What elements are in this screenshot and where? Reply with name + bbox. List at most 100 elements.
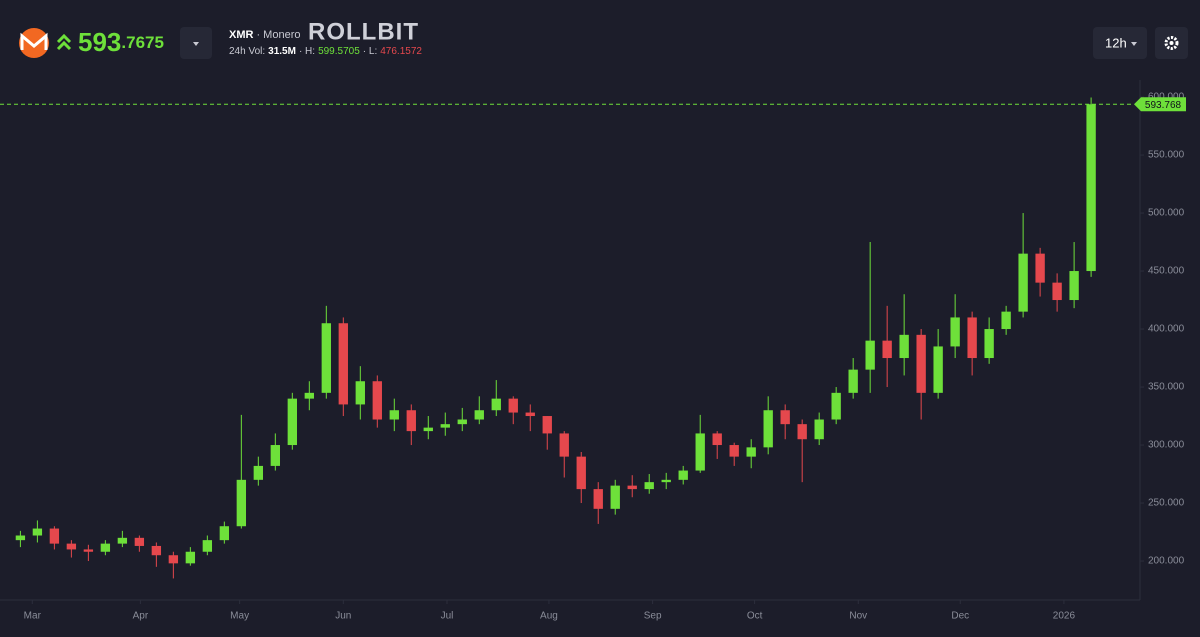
candle-body — [287, 398, 297, 446]
high: 599.5705 — [318, 46, 360, 57]
candle-body — [1001, 311, 1011, 330]
y-tick-label: 200.000 — [1148, 556, 1185, 567]
candle-body — [984, 329, 994, 359]
candle-body — [236, 479, 247, 527]
candle-body — [1018, 253, 1028, 312]
vol-label: 24h Vol: — [229, 46, 265, 57]
candle-body — [49, 528, 60, 544]
candle-body — [712, 433, 722, 446]
candle-body — [168, 555, 179, 564]
candle-body — [729, 445, 739, 457]
interval-caret — [1131, 42, 1137, 46]
candle-body — [355, 381, 365, 405]
candle-body — [1035, 253, 1045, 283]
candle-body — [185, 551, 196, 564]
x-tick-label: Jul — [441, 611, 454, 622]
candle-body — [916, 334, 926, 393]
candle-body — [678, 470, 688, 480]
candle-body — [338, 323, 348, 405]
candle-body — [899, 334, 909, 359]
coin-name: · Monero — [256, 29, 300, 41]
low: 476.1572 — [380, 46, 422, 57]
candle-body — [644, 482, 654, 490]
candle-body — [15, 535, 26, 541]
candle-body — [253, 465, 264, 480]
candle-body — [83, 549, 94, 552]
stats-line: 24h Vol: 31.5M · H: 599.5705 · L: 476.1572 — [229, 46, 422, 57]
candle-body — [423, 427, 433, 432]
y-tick-label: 450.000 — [1148, 266, 1185, 277]
y-tick-label: 300.000 — [1148, 440, 1185, 451]
y-tick-label: 250.000 — [1148, 498, 1185, 509]
high-label: · H: — [299, 46, 315, 57]
price-dec: .7675 — [121, 33, 164, 52]
interval-button[interactable] — [1093, 27, 1147, 59]
candle-body — [627, 485, 637, 490]
candle-body — [474, 410, 484, 420]
candle-body — [559, 433, 569, 457]
coin-logo-mark — [20, 32, 48, 50]
candle-body — [117, 537, 128, 544]
y-tick-label: 550.000 — [1148, 150, 1185, 161]
candle-body — [372, 381, 382, 420]
candle-body — [763, 410, 773, 448]
candle-body — [1052, 282, 1062, 301]
pair: XMR — [229, 29, 254, 41]
x-tick-label: Mar — [24, 611, 42, 622]
candle-body — [66, 543, 77, 550]
last-price-tag — [1134, 97, 1186, 112]
candle-body — [406, 410, 416, 432]
x-tick-label: Apr — [133, 611, 149, 622]
candle-body — [304, 392, 314, 399]
candle-body — [508, 398, 518, 413]
dropdown-caret — [193, 42, 199, 46]
plot: 200.000 250.000 300.000 350.000 400.000 450.0… — [0, 92, 1186, 622]
x-tick-label: Jun — [335, 611, 351, 622]
x-tick-label: May — [230, 611, 249, 622]
candle-body — [780, 410, 790, 425]
candle-body — [491, 398, 501, 411]
last-price-label: 593.768 — [1145, 100, 1182, 111]
candle-body — [746, 447, 756, 457]
interval: 12h — [1105, 35, 1127, 50]
y-tick-label: 500.000 — [1148, 208, 1185, 219]
candle-body — [270, 445, 280, 466]
candle-body — [848, 369, 858, 393]
candle-body — [610, 485, 620, 509]
up-arrow — [56, 33, 72, 51]
settings-icon-center — [1169, 41, 1174, 45]
candle-body — [219, 526, 230, 541]
candle-body — [933, 346, 943, 393]
candle-body — [865, 340, 875, 370]
brand-logo: ROLLBIT — [308, 18, 419, 45]
candle-body — [32, 528, 43, 536]
candle-body — [440, 424, 450, 428]
candle-body — [202, 540, 213, 552]
header: 593.7675 XMR · Monero ROLLBIT 24h Vol: 31.… — [19, 18, 1188, 59]
coin-logo[interactable] — [19, 28, 49, 58]
candle-body — [593, 489, 603, 509]
x-tick-label: Oct — [747, 611, 763, 622]
candle-body — [967, 317, 977, 359]
y-tick-label: 600.000 — [1148, 92, 1185, 103]
candle-body — [1069, 271, 1079, 301]
candle-body — [814, 419, 824, 440]
candle-body — [457, 419, 467, 425]
x-tick-label: Sep — [644, 611, 662, 622]
candle-body — [134, 537, 145, 546]
y-tick-label: 350.000 — [1148, 382, 1185, 393]
x-tick-label: Aug — [540, 611, 558, 622]
candle-body — [389, 410, 399, 420]
price: 593.7675 — [78, 27, 164, 57]
candle-body — [831, 392, 841, 420]
x-tick-label: 2026 — [1053, 611, 1076, 622]
candle-body — [950, 317, 960, 347]
candle-body — [797, 424, 807, 440]
y-tick-label: 400.000 — [1148, 324, 1185, 335]
candle-body — [321, 323, 331, 393]
settings-icon — [1164, 36, 1179, 50]
price-int: 593 — [78, 27, 121, 57]
low-label: · L: — [363, 46, 377, 57]
